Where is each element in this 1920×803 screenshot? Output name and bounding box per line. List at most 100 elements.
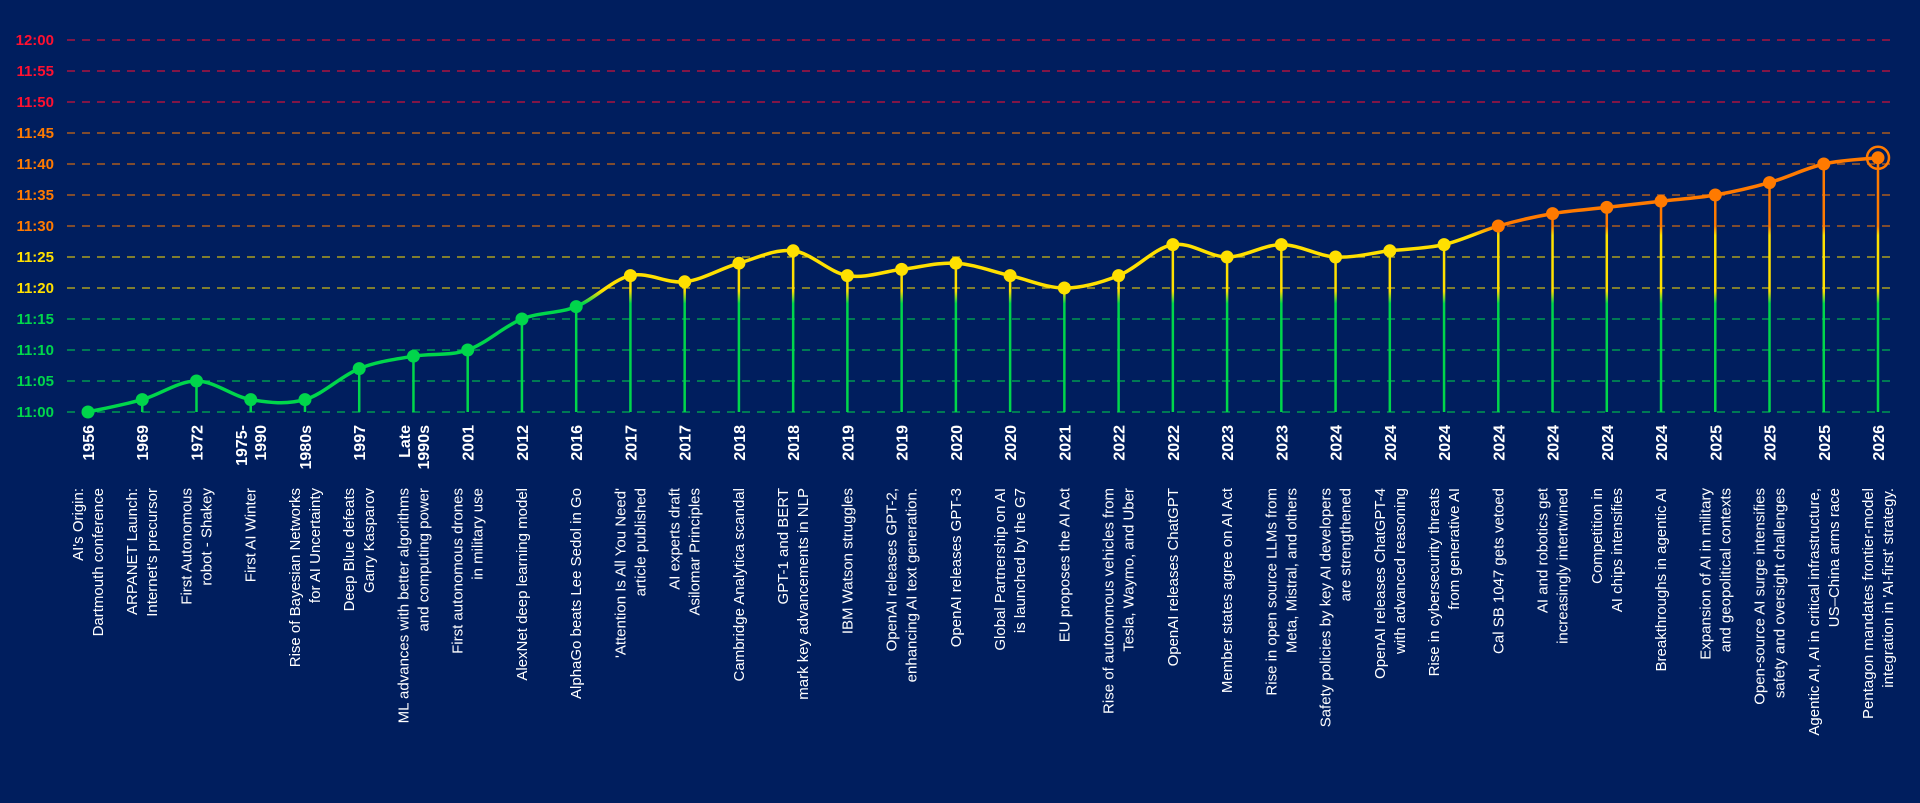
event-label: AI and robotics get: [1535, 487, 1552, 613]
year-label: 2020: [1003, 425, 1020, 461]
event-label: Dartmouth conference: [90, 488, 107, 636]
series-line: [87, 156, 1879, 414]
y-tick-label: 11:15: [16, 311, 54, 328]
data-point: [461, 343, 475, 357]
y-tick-label: 11:30: [16, 218, 54, 235]
data-point: [189, 374, 203, 388]
year-label: 2001: [461, 425, 478, 461]
event-label: OpenAI releases GPT-2,: [884, 488, 901, 651]
y-tick-label: 11:00: [16, 404, 54, 421]
event-label: Rise of autonomous vehicles from: [1101, 488, 1118, 714]
year-label: 2016: [569, 425, 586, 461]
data-point: [298, 393, 312, 407]
year-label: 2025: [1708, 425, 1725, 461]
data-point: [1274, 238, 1288, 252]
year-label: 2017: [678, 425, 695, 461]
year-label: 2024: [1491, 425, 1508, 461]
event-label: enhancing AI text generation.: [904, 488, 921, 682]
year-label: 1990: [253, 425, 270, 461]
year-label: 2022: [1112, 425, 1129, 461]
y-tick-label: 11:50: [16, 94, 54, 111]
data-point: [135, 393, 149, 407]
event-label: Garry Kasparov: [361, 488, 378, 594]
year-label: 2020: [949, 425, 966, 461]
event-label: IBM Watson struggles: [839, 488, 856, 634]
event-label: 'Attention Is All You Need': [612, 488, 629, 658]
data-point: [244, 393, 258, 407]
event-label: US–China arms race: [1826, 488, 1843, 627]
event-label: for AI Uncertainty: [307, 488, 324, 604]
event-label: Cal SB 1047 gets vetoed: [1490, 488, 1507, 654]
year-label: Late: [397, 425, 414, 458]
data-point: [1220, 250, 1234, 264]
data-point: [569, 300, 583, 314]
data-point: [1491, 219, 1505, 233]
data-point: [1763, 176, 1777, 190]
data-point: [786, 244, 800, 258]
year-label: 2019: [840, 425, 857, 461]
data-point: [1546, 207, 1560, 221]
y-tick-label: 12:00: [16, 32, 54, 49]
event-label: ARPANET Launch:: [124, 488, 141, 615]
year-label: 1990s: [416, 425, 433, 470]
event-label: mark key advancements in NLP: [795, 488, 812, 700]
current-point-ring: [1865, 145, 1891, 171]
y-tick-label: 11:10: [16, 342, 54, 359]
year-label: 1975-: [234, 425, 251, 466]
event-label: AI's Origin:: [70, 488, 87, 561]
event-label: EU proposes the AI Act: [1056, 487, 1073, 642]
data-points: [81, 145, 1891, 419]
event-label: from generative AI: [1446, 488, 1463, 610]
year-label: 1980s: [298, 425, 315, 470]
event-label: and computing power: [415, 488, 432, 631]
event-label: GPT-1 and BERT: [775, 488, 792, 604]
year-label: 1972: [189, 425, 206, 461]
year-label: 2019: [895, 425, 912, 461]
event-label: Asilomar Principles: [687, 488, 704, 616]
year-label: 2018: [786, 425, 803, 461]
y-tick-label: 11:40: [16, 156, 54, 173]
y-tick-label: 11:20: [16, 280, 54, 297]
data-point: [1817, 157, 1831, 171]
event-label: increasingly intertwined: [1555, 488, 1572, 644]
data-point: [1708, 188, 1722, 202]
event-label: AI experts draft: [667, 487, 684, 590]
year-label: 1969: [135, 425, 152, 461]
year-label: 2022: [1166, 425, 1183, 461]
event-label: ML advances with better algorithms: [395, 488, 412, 723]
year-label: 2025: [1817, 425, 1834, 461]
event-label: are strengthened: [1338, 488, 1355, 601]
data-point: [732, 256, 746, 270]
year-label: 2017: [623, 425, 640, 461]
gridlines: [67, 39, 1890, 413]
event-label: Member states agree on AI Act: [1219, 487, 1236, 693]
event-label: Competition in: [1589, 488, 1606, 584]
year-label: 2012: [515, 425, 532, 461]
data-point: [895, 262, 909, 276]
y-axis-ticks: 11:00 11:05 11:10 11:15 11:20 11:25 11:30 11:35…: [16, 32, 54, 421]
event-label: Cambridge Analytica scandal: [731, 488, 748, 681]
data-point: [1871, 151, 1885, 165]
event-label: Expansion of AI in military: [1697, 488, 1714, 660]
event-label: robot - Shakey: [198, 488, 215, 586]
year-label: 2018: [732, 425, 749, 461]
data-point: [1654, 194, 1668, 208]
event-label: AI chips intensifies: [1609, 488, 1626, 612]
y-tick-label: 11:55: [16, 63, 54, 80]
data-point: [515, 312, 529, 326]
event-label: First Autonomous: [178, 488, 195, 605]
event-label: Internet's precursor: [144, 488, 161, 617]
event-label: OpenAI releases ChatGPT: [1165, 488, 1182, 666]
year-label: 2024: [1383, 425, 1400, 461]
event-label: safety and oversight challenges: [1772, 488, 1789, 698]
data-point: [81, 405, 95, 419]
year-label: 2023: [1274, 425, 1291, 461]
event-label: Meta, Mistral, and others: [1283, 488, 1300, 653]
year-label: 2025: [1763, 425, 1780, 461]
year-label: 2024: [1600, 425, 1617, 461]
year-label: 1997: [352, 425, 369, 461]
event-label: Safety policies by key AI developers: [1318, 488, 1335, 727]
y-tick-label: 11:25: [16, 249, 54, 266]
stems: [140, 157, 1880, 412]
data-point: [406, 349, 420, 363]
